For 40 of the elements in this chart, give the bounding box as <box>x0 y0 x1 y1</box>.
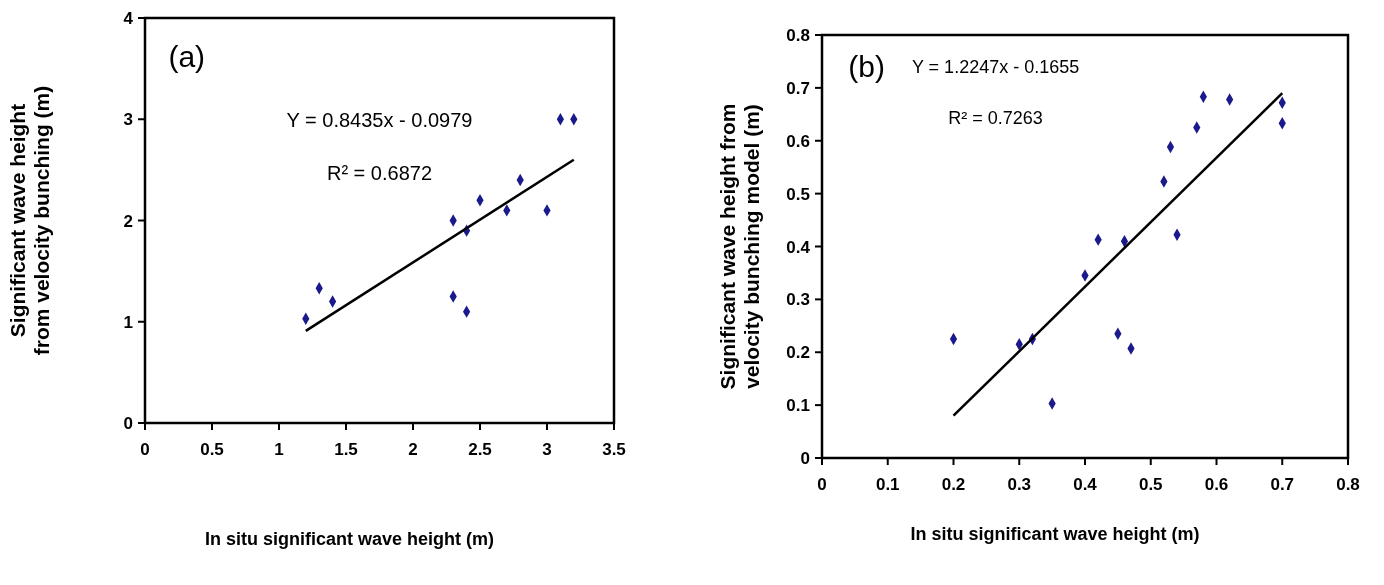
x-tick-label: 0.5 <box>1138 475 1163 494</box>
y-tick-label: 0.4 <box>786 237 811 257</box>
x-tick-label: 0.1 <box>875 475 900 494</box>
annotation: R² = 0.7263 <box>948 107 1043 128</box>
y-axis-title: Significant wave height from velocity bunching (m) <box>6 85 53 356</box>
y-tick-label: 2 <box>123 211 133 231</box>
x-tick-label: 0.2 <box>941 475 966 494</box>
x-tick-label: 0.6 <box>1204 475 1229 494</box>
y-tick-label: 4 <box>123 9 134 28</box>
y-tick-label: 0.1 <box>786 396 810 416</box>
x-tick-label: 3.5 <box>602 440 626 459</box>
x-tick-label: 0.5 <box>200 440 224 459</box>
x-tick-label: 2.5 <box>468 440 492 459</box>
x-tick-label: 0 <box>817 475 827 494</box>
x-axis-title: In situ significant wave height (m) <box>204 529 495 549</box>
y-tick-label: 0.7 <box>786 78 810 98</box>
x-tick-label: 0 <box>140 440 150 459</box>
x-axis-title: In situ significant wave height (m) <box>910 524 1200 544</box>
x-tick-label: 0.8 <box>1336 475 1360 494</box>
y-tick-label: 0 <box>123 414 133 433</box>
x-tick-label: 0.3 <box>1007 475 1032 494</box>
y-tick-label: 0.8 <box>786 26 810 45</box>
y-tick-label: 0.2 <box>786 343 810 363</box>
y-tick-label: 1 <box>123 312 133 332</box>
annotation: Y = 1.2247x - 0.1655 <box>911 57 1080 78</box>
x-tick-label: 2 <box>408 440 418 459</box>
annotation: R² = 0.6872 <box>326 162 433 184</box>
x-tick-label: 0.4 <box>1073 475 1098 494</box>
x-tick-label: 1.5 <box>334 440 358 459</box>
x-tick-label: 3 <box>542 440 552 459</box>
x-tick-label: 0.7 <box>1270 475 1295 494</box>
annotation: (b) <box>848 50 885 84</box>
y-axis-title: Significant wave height from velocity bunching model (m) <box>716 103 763 390</box>
x-tick-label: 1 <box>274 440 284 459</box>
annotation: (a) <box>168 39 206 73</box>
annotation: Y = 0.8435x - 0.0979 <box>286 109 473 132</box>
y-tick-label: 0.6 <box>786 131 810 151</box>
y-tick-label: 0.5 <box>786 184 810 204</box>
y-tick-label: 0.3 <box>786 290 810 310</box>
y-tick-label: 3 <box>123 110 133 130</box>
